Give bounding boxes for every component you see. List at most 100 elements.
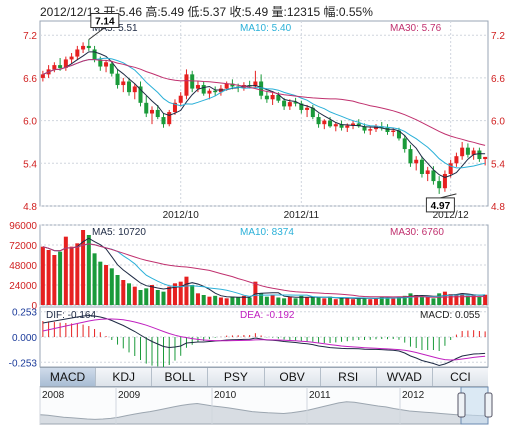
volume-bar: [333, 299, 338, 305]
candle-body: [213, 90, 218, 93]
candle-body: [121, 81, 126, 86]
volume-bar: [425, 297, 430, 305]
candle-body: [253, 81, 258, 87]
candle-body: [195, 85, 200, 89]
candle-body: [190, 74, 195, 89]
candle-body: [419, 159, 424, 174]
candle-body: [471, 150, 476, 155]
volume-bar: [161, 291, 166, 305]
tab-obv[interactable]: OBV: [264, 368, 321, 386]
volume-bar: [385, 297, 390, 305]
volume-bar: [408, 293, 413, 305]
candle-body: [442, 173, 447, 189]
indicator-tabs: MACD KDJ BOLL PSY OBV RSI WVAD CCI: [40, 367, 488, 387]
volume-bar: [396, 296, 401, 305]
volume-legend: MA5: 10720: [92, 227, 146, 238]
volume-bar: [310, 296, 315, 305]
volume-bar: [356, 298, 361, 305]
macd-tick: 0.253: [12, 308, 37, 319]
candle-body: [299, 103, 304, 110]
tab-kdj[interactable]: KDJ: [96, 368, 153, 386]
candle-body: [270, 95, 275, 100]
volume-tick: 96000: [9, 221, 37, 232]
volume-bar: [149, 285, 155, 305]
tab-rsi[interactable]: RSI: [320, 368, 377, 386]
candle-body: [465, 147, 470, 155]
candle-body: [155, 109, 160, 118]
candle-body: [368, 129, 373, 131]
candle-body: [92, 49, 97, 60]
candle-body: [115, 73, 120, 86]
volume-bar: [362, 297, 367, 305]
tab-psy[interactable]: PSY: [208, 368, 265, 386]
volume-bar: [213, 295, 218, 305]
volume-bar: [69, 246, 74, 305]
macd-tick: -0.253: [9, 358, 38, 369]
candle-body: [316, 117, 321, 125]
candle-body: [437, 181, 442, 189]
volume-bar: [92, 253, 97, 305]
price-tick-right: 5.4: [491, 159, 505, 170]
overview-year-label: 2011: [309, 390, 331, 401]
price-tick-right: 4.8: [491, 202, 505, 213]
volume-bar: [293, 298, 298, 305]
candle-body: [402, 138, 407, 150]
overview-year-label: 2012: [402, 390, 425, 401]
candle-body: [454, 156, 459, 164]
candle-body: [58, 65, 63, 68]
annotation-box: [90, 13, 120, 28]
annotation-box: [425, 197, 455, 213]
candle-body: [264, 95, 269, 100]
volume-bar: [40, 246, 45, 305]
volume-bar: [448, 294, 453, 305]
volume-bar: [339, 298, 344, 305]
volume-bar: [207, 296, 212, 305]
candle-body: [287, 102, 292, 107]
volume-bar: [465, 295, 470, 305]
volume-bar: [86, 235, 91, 305]
overview-year-label: 2009: [118, 390, 141, 401]
candle-body: [40, 74, 45, 78]
price-tick-left: 6.6: [23, 74, 37, 85]
candle-body: [132, 86, 137, 93]
candle-body: [81, 45, 86, 50]
volume-bar: [236, 297, 241, 305]
candle-body: [305, 107, 310, 110]
volume-bar: [81, 230, 86, 305]
date-tick-label: 2012/10: [163, 210, 200, 221]
annotation-leader: [88, 27, 106, 40]
tab-macd[interactable]: MACD: [40, 368, 97, 386]
price-legend: MA10: 5.40: [240, 23, 292, 34]
candle-body: [282, 100, 287, 107]
volume-bar: [276, 297, 281, 305]
volume-bar: [471, 295, 476, 305]
volume-tick: 24000: [9, 281, 37, 292]
range-handle-right[interactable]: [484, 392, 493, 418]
volume-bar: [299, 295, 304, 305]
candle-body: [328, 120, 333, 127]
ma30-line: [42, 59, 486, 146]
candle-body: [339, 124, 344, 128]
price-tick-right: 7.2: [491, 31, 505, 42]
candle-body: [161, 117, 166, 125]
overview-year-label: 2008: [42, 390, 65, 401]
volume-bar: [58, 251, 63, 305]
dea-line: [42, 318, 486, 361]
range-handle-left[interactable]: [457, 392, 466, 418]
tab-wvad[interactable]: WVAD: [376, 368, 433, 386]
volume-bar: [224, 298, 229, 305]
candle-body: [259, 81, 264, 96]
volume-bar: [155, 290, 160, 305]
candle-body: [144, 102, 149, 114]
volume-tick: 0: [31, 301, 37, 312]
volume-bar: [345, 297, 350, 305]
tab-boll[interactable]: BOLL: [152, 368, 209, 386]
price-legend: MA30: 5.76: [390, 23, 442, 34]
candle-body: [230, 83, 235, 87]
volume-bar: [127, 283, 132, 305]
candle-body: [333, 124, 338, 127]
tab-cci[interactable]: CCI: [432, 368, 488, 386]
price-panel: [39, 20, 489, 207]
candle-body: [109, 63, 114, 74]
